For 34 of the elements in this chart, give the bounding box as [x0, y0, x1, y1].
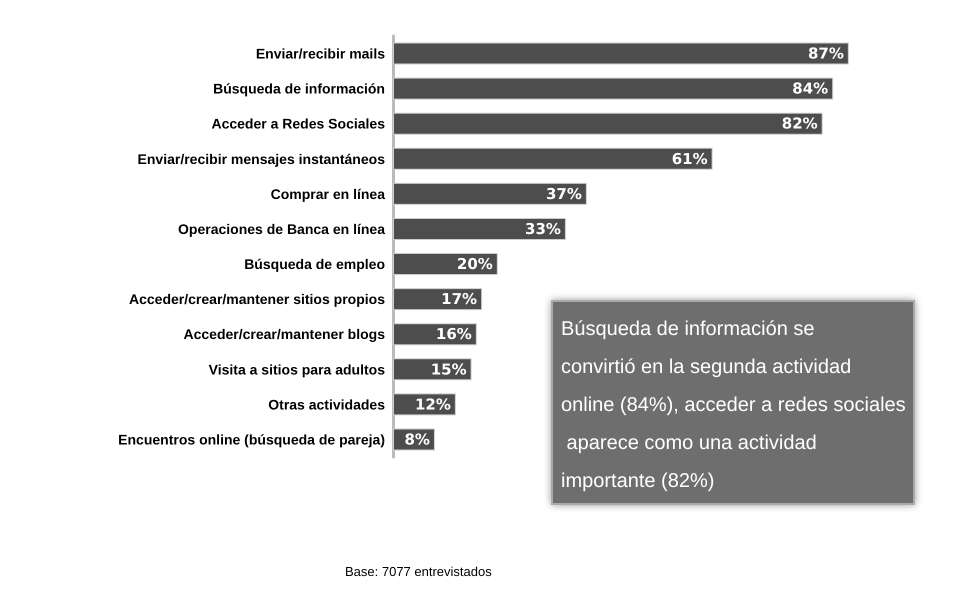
- bar: [393, 182, 587, 205]
- y-tick-label: Comprar en línea: [270, 186, 386, 202]
- y-tick-label: Enviar/recibir mails: [256, 46, 386, 62]
- data-label: 87%: [808, 44, 844, 63]
- data-label: 82%: [782, 114, 818, 133]
- y-tick-label: Búsqueda de información: [213, 80, 385, 97]
- data-label: 33%: [525, 220, 561, 238]
- data-label: 84%: [792, 80, 828, 98]
- y-tick-label: Acceder a Redes Sociales: [211, 116, 386, 132]
- data-label: 61%: [672, 150, 708, 168]
- y-tick-label: Otras actividades: [268, 396, 386, 412]
- data-label: 16%: [436, 325, 472, 344]
- bar: [393, 148, 713, 170]
- annotation: Búsqueda de información se convirtió en la segunda actividad online (84%), acceder a redes sociales aparece como una actividad importante (82%): [561, 318, 906, 492]
- y-tick-label: Operaciones de Banca en línea: [178, 220, 386, 237]
- bar: [393, 218, 566, 240]
- y-tick-label: Búsqueda de empleo: [244, 256, 385, 272]
- y-tick-label: Encuentros online (búsqueda de pareja): [118, 431, 385, 448]
- data-label: 20%: [456, 255, 493, 274]
- y-tick-label: Visita a sitios para adultos: [208, 361, 386, 378]
- y-tick-label: Acceder/crear/mantener sitios propios: [129, 291, 386, 308]
- bar: [393, 112, 823, 135]
- data-label: 8%: [404, 430, 430, 448]
- bar: [393, 42, 849, 65]
- data-label: 17%: [441, 290, 478, 308]
- text: Base: 7077 entrevistados: [345, 564, 492, 579]
- y-tick-label: Acceder/crear/mantener blogs: [183, 326, 386, 342]
- data-label: 12%: [414, 395, 451, 414]
- y-tick-label: Enviar/recibir mensajes instantáneos: [138, 150, 386, 167]
- bar: [393, 253, 498, 276]
- data-label: 37%: [546, 184, 582, 203]
- bar: [393, 78, 834, 100]
- bar: [393, 288, 482, 310]
- data-label: 15%: [430, 360, 467, 378]
